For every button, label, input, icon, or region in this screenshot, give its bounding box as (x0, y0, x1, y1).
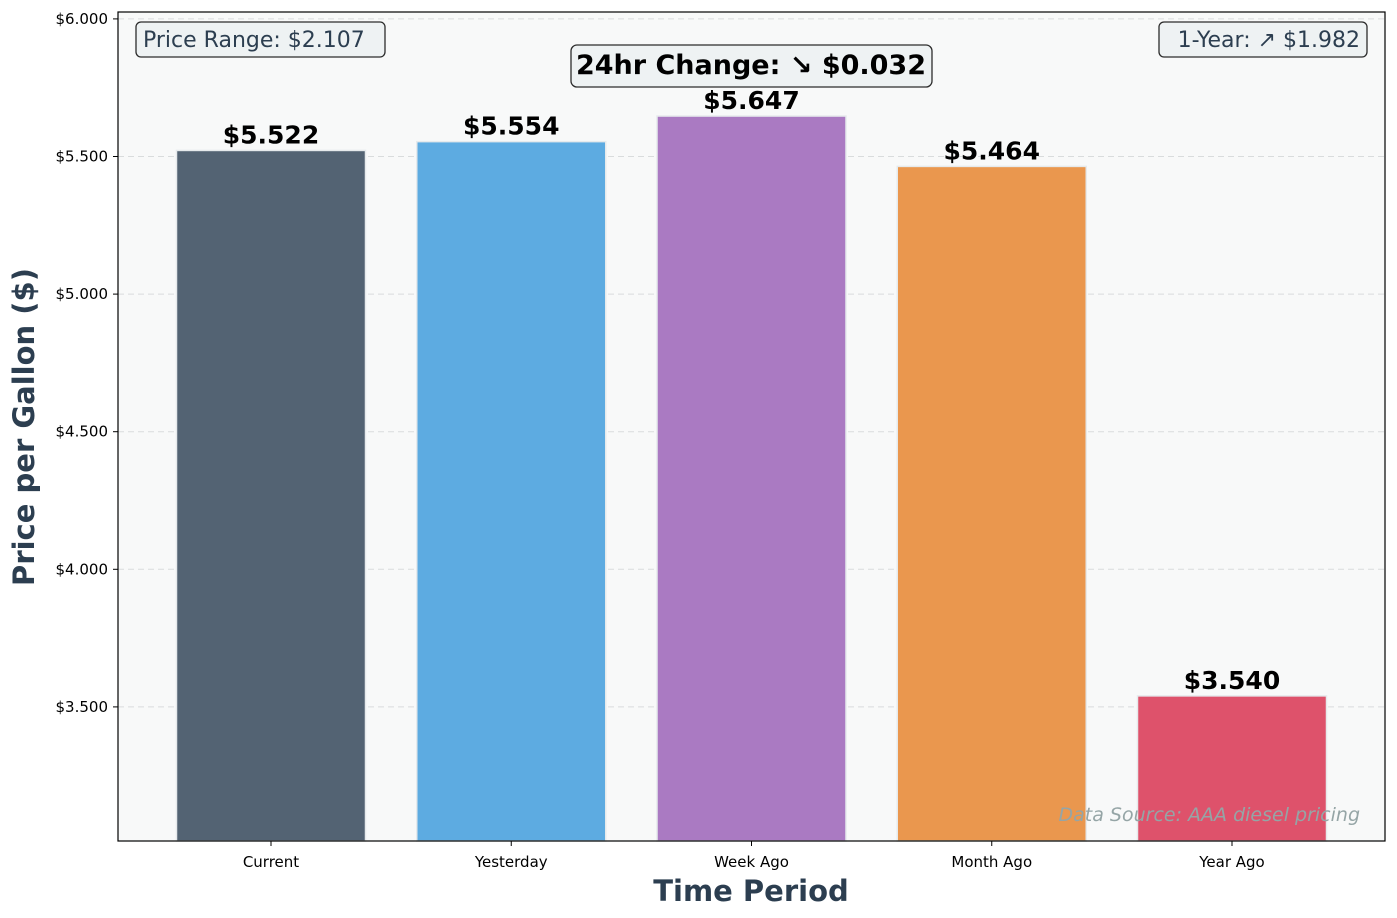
x-tick-label: Year Ago (1198, 853, 1265, 871)
data-labels: $5.522 $5.554 $5.647 $5.464 $3.540 (223, 86, 1280, 695)
y-tick-label: $4.000 (56, 560, 109, 578)
y-tick-label: $5.000 (56, 285, 109, 303)
data-label: $5.522 (223, 120, 319, 149)
y-axis-ticks: $3.500 $4.000 $4.500 $5.000 $5.500 $6.000 (56, 10, 118, 716)
x-axis-title: Time Period (653, 874, 849, 908)
x-tick-label: Yesterday (474, 853, 548, 871)
change-24hr-box (570, 44, 933, 88)
bar-month-ago (896, 165, 1087, 842)
price-range-text: Price Range: $2.107 (143, 28, 365, 53)
y-tick-label: $5.500 (56, 148, 109, 166)
data-label: $5.464 (944, 136, 1040, 165)
y-tick-label: $4.500 (56, 423, 109, 441)
one-year-annotation: 1-Year: ↗ $1.982 (1158, 21, 1368, 58)
price-range-annotation: Price Range: $2.107 (135, 21, 386, 58)
bar-current (175, 149, 367, 842)
y-tick-label: $6.000 (56, 10, 109, 28)
data-label: $3.540 (1184, 666, 1280, 695)
x-axis-ticks: Current Yesterday Week Ago Month Ago Year Ag… (243, 841, 1265, 871)
x-tick-label: Month Ago (951, 853, 1032, 871)
one-year-box (1158, 21, 1368, 58)
bar-week-ago (656, 115, 847, 842)
y-tick-label: $3.500 (56, 698, 109, 716)
price-range-box (135, 21, 386, 58)
bars (175, 115, 1328, 842)
data-label: $5.554 (463, 112, 559, 141)
data-label: $5.647 (703, 86, 799, 115)
one-year-text: 1-Year: ↗ $1.982 (1178, 28, 1360, 53)
bar-yesterday (416, 140, 607, 842)
change-24hr-text: 24hr Change: ↘ $0.032 (576, 50, 926, 81)
x-tick-label: Week Ago (714, 853, 789, 871)
x-tick-label: Current (243, 853, 299, 871)
y-axis-title: Price per Gallon ($) (7, 268, 41, 586)
change-24hr-annotation: 24hr Change: ↘ $0.032 (570, 44, 933, 88)
data-source-note: Data Source: AAA diesel pricing (1059, 804, 1360, 826)
